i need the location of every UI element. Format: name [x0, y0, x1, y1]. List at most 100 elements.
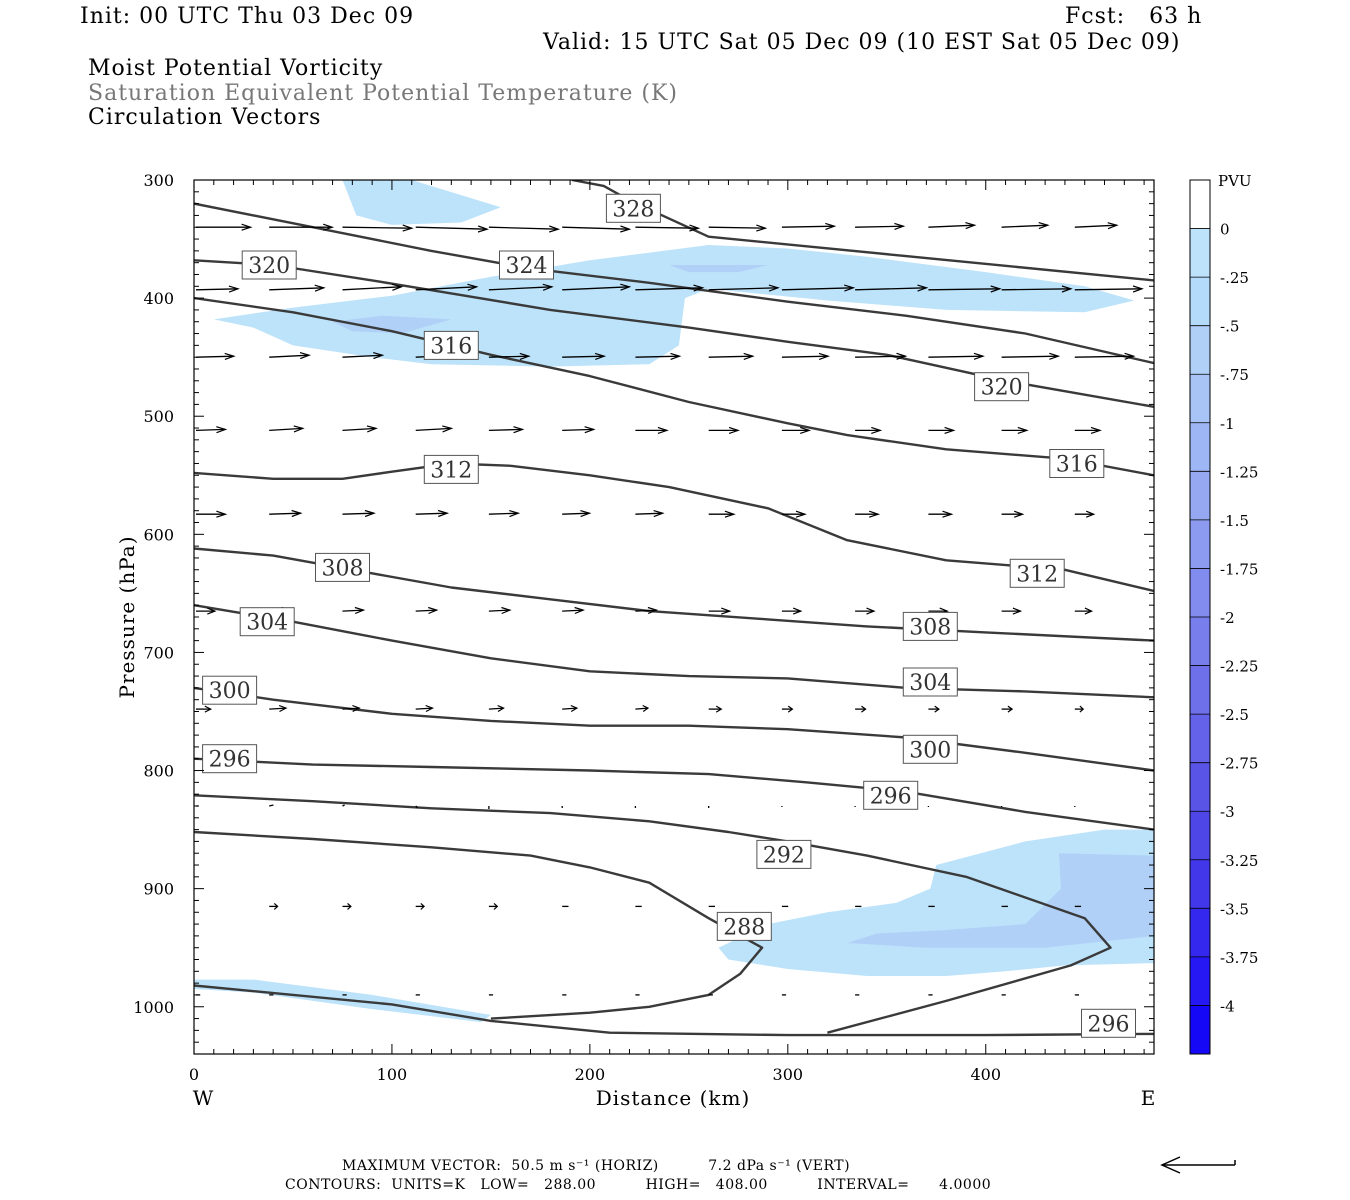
contour-label-324: 324: [499, 250, 554, 280]
contour-label-text: 296: [209, 748, 251, 773]
pv-region-1: [213, 245, 1135, 367]
vector-arrow: [781, 705, 794, 713]
contour-label-text: 304: [909, 671, 951, 696]
contour-label-292: 292: [756, 839, 812, 869]
vector-arrow: [562, 283, 632, 291]
vector-arrow: [1001, 352, 1061, 360]
max-vector-note: MAXIMUM VECTOR: 50.5 m s⁻¹ (HORIZ) 7.2 d…: [342, 1158, 851, 1174]
vector-arrow: [269, 509, 303, 518]
forecast-hour: Fcst: 63 h: [1065, 4, 1203, 29]
vector-arrow: [1001, 285, 1073, 293]
colorbar-label: -3.75: [1220, 949, 1258, 967]
colorbar-label: -.25: [1220, 269, 1249, 287]
vector-arrow: [1074, 352, 1136, 360]
contour-316-3: [194, 296, 1154, 477]
vector-arrow: [269, 284, 326, 292]
contour-324-1: [194, 202, 1154, 365]
contour-label-312: 312: [1009, 558, 1065, 588]
colorbar-label: -1.5: [1220, 512, 1249, 530]
x-east-label: E: [1141, 1086, 1156, 1110]
colorbar-label: -.5: [1220, 318, 1239, 336]
vector-arrow: [488, 352, 531, 360]
contour-label-320: 320: [241, 250, 297, 280]
y-tick-label: 600: [143, 525, 174, 544]
colorbar-swatch: [1190, 617, 1210, 667]
vector-arrow: [562, 510, 592, 518]
vector-arrow: [415, 225, 489, 233]
vector-arrow: [635, 284, 705, 292]
colorbar-label: -.75: [1220, 366, 1249, 384]
title-vectors: Circulation Vectors: [88, 105, 322, 130]
vector-arrow: [195, 352, 236, 360]
valid-time: Valid: 15 UTC Sat 05 Dec 09 (10 EST Sat …: [543, 30, 1181, 55]
colorbar-label: 0: [1220, 221, 1230, 239]
colorbar-swatch: [1190, 762, 1210, 812]
init-time: Init: 00 UTC Thu 03 Dec 09: [80, 4, 415, 29]
vector-arrow: [781, 607, 803, 615]
colorbar-label: -4: [1220, 997, 1235, 1015]
vector-arrow: [635, 352, 682, 360]
contour-312-4: [194, 462, 1154, 593]
pv-region-0: [342, 180, 501, 225]
vector-arrow: [488, 283, 554, 291]
contour-label-text: 308: [909, 615, 951, 640]
vector-arrow: [708, 705, 723, 713]
contour-label-text: 300: [909, 738, 951, 763]
colorbar-label: -1.25: [1220, 463, 1258, 481]
vector-arrow: [342, 224, 414, 232]
colorbar-label: -2.25: [1220, 658, 1258, 676]
x-tick-label: 200: [575, 1065, 606, 1084]
vector-arrow: [855, 352, 908, 360]
colorbar-swatch: [1190, 714, 1210, 764]
colorbar-swatch: [1190, 374, 1210, 424]
colorbar-label: -3: [1220, 803, 1235, 821]
colorbar-swatch: [1190, 908, 1210, 958]
vector-arrow: [1074, 510, 1096, 518]
x-tick-label: 400: [970, 1065, 1001, 1084]
vector-arrow: [196, 705, 213, 713]
vector-arrow: [781, 426, 812, 434]
colorbar-swatch: [1190, 859, 1210, 909]
contour-label-296: 296: [863, 780, 919, 810]
contours-note: CONTOURS: UNITS=K LOW= 288.00 HIGH= 408.…: [285, 1177, 992, 1193]
vector-arrow: [196, 223, 253, 231]
contour-label-312: 312: [423, 454, 479, 484]
vector-arrow: [342, 902, 352, 910]
vector-arrow: [1074, 426, 1102, 434]
colorbar-unit: PVU: [1218, 172, 1252, 190]
contour-label-text: 316: [1056, 453, 1098, 478]
colorbar-swatch: [1190, 422, 1210, 472]
vector-arrow: [488, 225, 561, 233]
contour-label-text: 328: [612, 197, 654, 222]
y-tick-label: 1000: [133, 998, 174, 1017]
contour-label-text: 292: [763, 843, 805, 868]
vector-arrow: [1001, 426, 1029, 434]
reference-vector-arrow: [1160, 1156, 1236, 1174]
contour-label-296: 296: [1081, 1008, 1136, 1038]
colorbar-label: -3.5: [1220, 900, 1249, 918]
vector-arrow: [342, 509, 376, 518]
contour-label-text: 308: [322, 556, 364, 581]
contour-label-308: 308: [902, 611, 958, 641]
contour-label-304: 304: [239, 607, 295, 637]
vector-arrow: [855, 284, 929, 292]
vector-arrow: [488, 606, 512, 615]
vector-arrow: [708, 510, 736, 518]
y-tick-label: 900: [143, 880, 174, 899]
vector-arrow: [269, 223, 335, 231]
colorbar-label: -3.25: [1220, 852, 1258, 870]
x-tick-label: 300: [773, 1065, 804, 1084]
vector-arrow: [855, 222, 906, 230]
vector-arrow: [928, 352, 985, 360]
vector-arrow: [269, 902, 279, 910]
vector-arrow: [781, 222, 837, 230]
contour-label-316: 316: [1049, 449, 1105, 478]
vector-arrow: [708, 224, 768, 232]
vector-arrow: [635, 510, 665, 518]
colorbar-swatch: [1190, 956, 1210, 1006]
vector-arrow: [708, 426, 740, 434]
contour-label-text: 320: [248, 254, 290, 279]
vector-arrow: [1074, 285, 1144, 293]
colorbar-label: -1: [1220, 415, 1235, 433]
vector-arrow: [928, 705, 940, 713]
